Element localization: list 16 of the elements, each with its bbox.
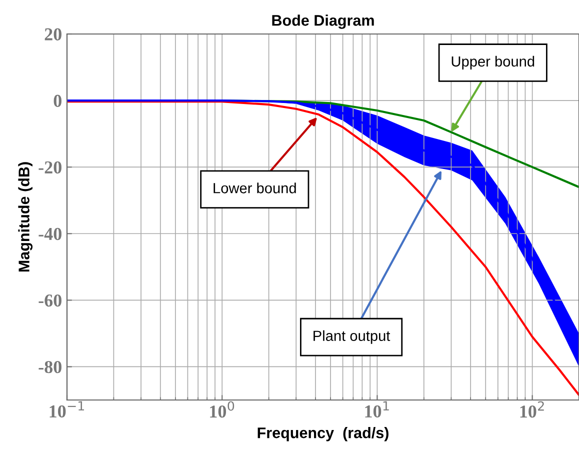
x-tick-label: 10$^{−1}$ (50, 401, 84, 418)
x-tick-label: 10$^{1}$ (365, 401, 389, 418)
x-tick-label: 10$^{2}$ (520, 401, 544, 418)
annotation: Plant output (314, 330, 390, 344)
y-tick-label: 20 (44, 28, 62, 40)
x-tick-label: 10$^{0}$ (210, 401, 234, 418)
y-tick-label: 0 (54, 94, 62, 107)
y-tick-label: -40 (38, 228, 62, 240)
y-axis-title: Magnitude (dB) (18, 162, 33, 272)
y-tick-label: -80 (38, 360, 62, 374)
annotation: Lower bound (214, 182, 296, 194)
y-tick-label: -60 (38, 294, 62, 307)
x-axis-title: Frequency (rad/s) (258, 427, 388, 442)
chart-title: Bode Diagram (272, 14, 374, 29)
annotation: Upper bound (452, 56, 534, 70)
y-tick-label: -20 (38, 161, 62, 174)
